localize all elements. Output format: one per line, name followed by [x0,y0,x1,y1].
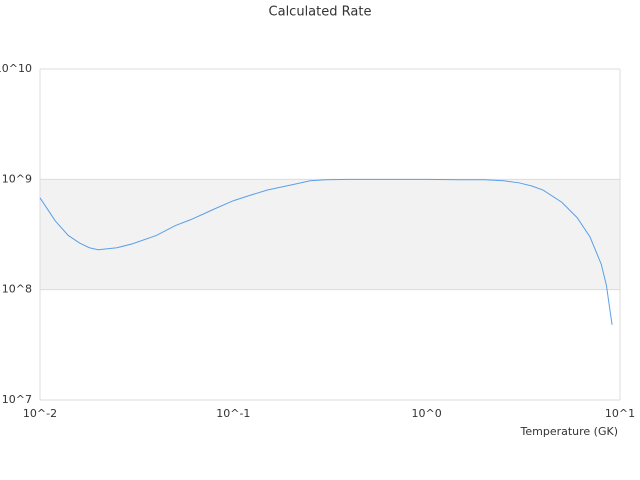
chart-title: Calculated Rate [269,5,372,20]
x-axis-label: Temperature (GK) [520,425,619,438]
x-tick-label: 10^1 [605,407,635,420]
y-tick-label: 10^8 [2,283,32,296]
y-tick-label: 10^10 [0,62,32,75]
grid-band [40,179,620,290]
x-tick-label: 10^0 [412,407,442,420]
data-line [39,178,613,325]
x-tick-label: 10^-1 [216,407,250,420]
x-tick-label: 10^-2 [23,407,57,420]
y-tick-label: 10^7 [2,393,32,406]
y-tick-label: 10^9 [2,172,32,185]
